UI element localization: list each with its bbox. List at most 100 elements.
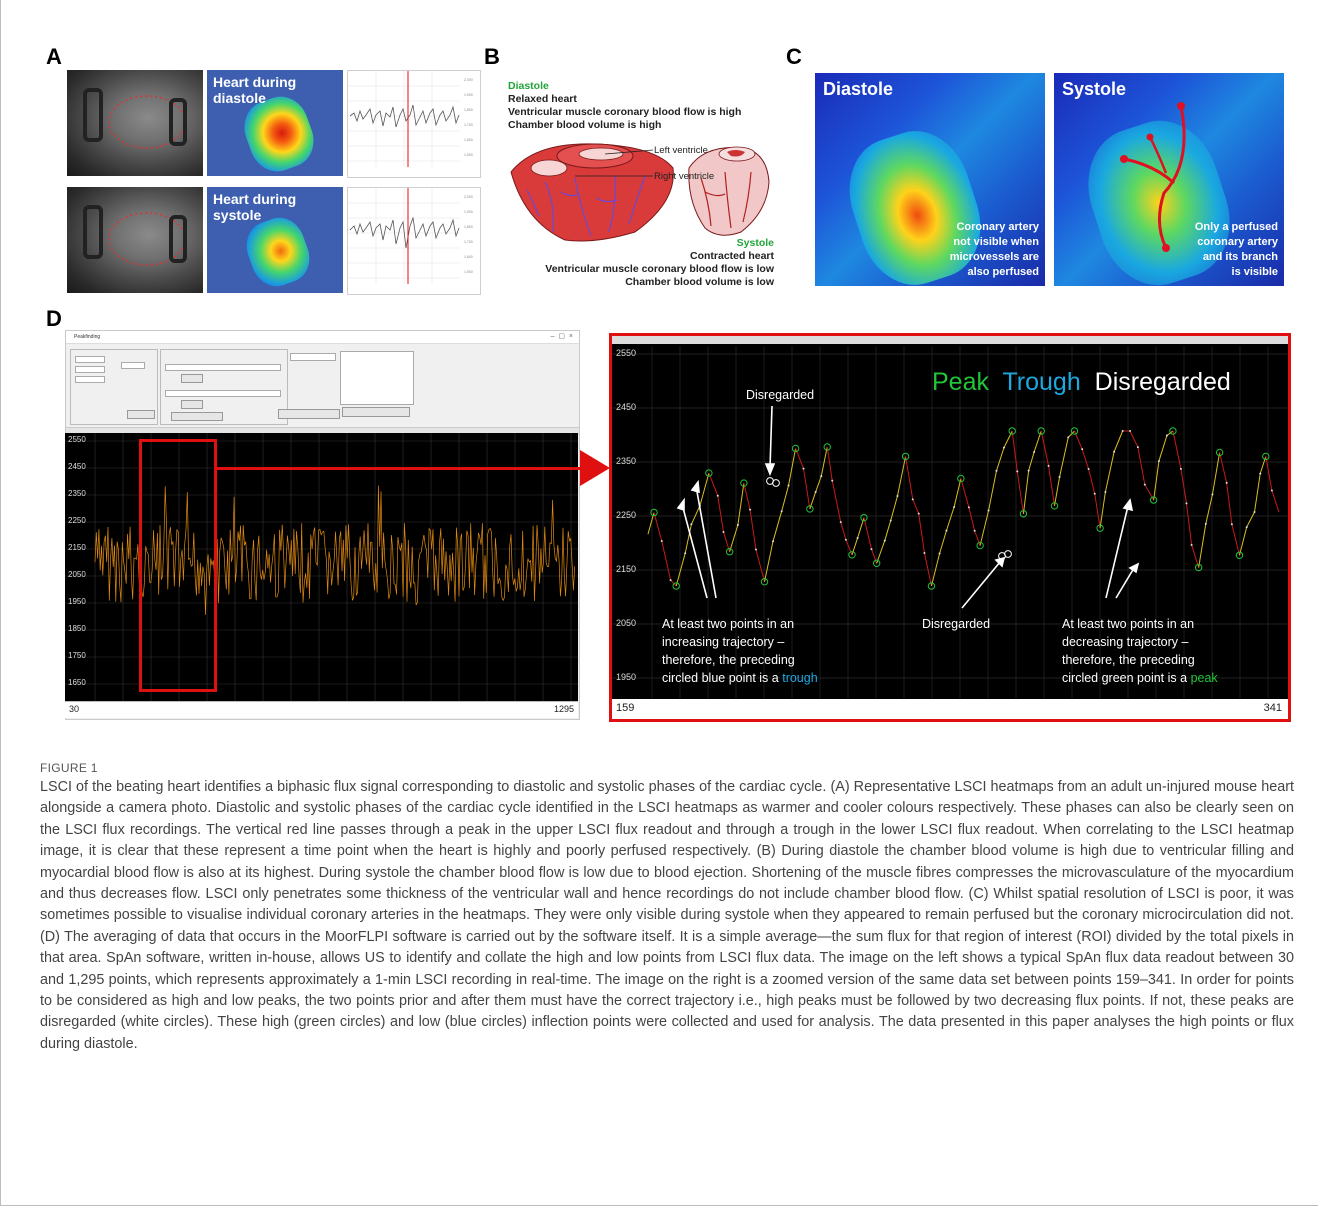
overview-x-end: 1295 [553, 704, 574, 714]
right-ventricle-label: Right ventricle [654, 171, 715, 182]
find-button[interactable] [181, 374, 203, 383]
copy-data-button[interactable] [342, 407, 410, 417]
display-settings-group [70, 349, 158, 425]
svg-text:1,900: 1,900 [464, 93, 473, 97]
camera-photo-systole [67, 187, 203, 293]
flux-readout-diastole: 2,000 1,900 1,800 1,700 1,600 1,500 [347, 70, 481, 178]
copy-graph-button[interactable] [278, 409, 340, 419]
find-video-button[interactable] [181, 400, 203, 409]
zoom-x-start: 159 [616, 702, 635, 714]
overview-footer: 30 1295 [65, 701, 578, 718]
zoom-y-tick: 2350 [616, 456, 637, 466]
show-select[interactable] [290, 353, 336, 361]
zoom-y-tick: 1950 [616, 672, 637, 682]
svg-text:1,700: 1,700 [464, 123, 473, 127]
svg-text:1,900: 1,900 [464, 210, 473, 214]
diastole-title: Diastole [508, 80, 549, 92]
zoom-arrow-icon [580, 450, 610, 486]
svg-text:1,700: 1,700 [464, 240, 473, 244]
heatmap-c-systole-note: Only a perfused coronary artery and its b… [1194, 221, 1278, 278]
zoom-y-tick: 2050 [616, 618, 637, 628]
heatmap-systole: Heart during systole [207, 187, 343, 293]
legend-disregarded: Disregarded [1094, 368, 1231, 396]
overview-y-tick: 2450 [68, 462, 86, 471]
legend-trough: Trough [1002, 368, 1081, 396]
overview-y-tick: 1950 [68, 597, 86, 606]
zoom-legend: Peak Trough Disregarded [932, 368, 1231, 397]
data-file-input[interactable] [165, 364, 281, 371]
overview-y-tick: 2250 [68, 516, 86, 525]
zoom-y-tick: 2550 [616, 348, 637, 358]
figure-label: FIGURE 1 [40, 761, 98, 775]
zoom-connector-line [217, 467, 580, 470]
systole-line-3: Chamber blood volume is low [625, 276, 774, 288]
diastole-line-2: Ventricular muscle coronary blood flow i… [508, 106, 742, 118]
data-group [160, 349, 288, 425]
systole-title: Systole [736, 237, 774, 249]
zoom-y-tick: 2450 [616, 402, 637, 412]
systole-line-2: Ventricular muscle coronary blood flow i… [545, 263, 774, 275]
setting-input[interactable] [75, 356, 105, 363]
flux-readout-systole: 2,000 1,900 1,800 1,700 1,600 1,500 [347, 187, 481, 295]
zoom-y-tick: 2250 [616, 510, 637, 520]
diastole-line-3: Chamber blood volume is high [508, 119, 662, 131]
update-button[interactable] [127, 410, 155, 419]
annotation-disregarded-1: Disregarded [746, 388, 815, 402]
subsample-button[interactable] [171, 412, 223, 421]
heart-diagram [510, 143, 770, 242]
zoom-y-tick: 2150 [616, 564, 637, 574]
setting-input[interactable] [75, 376, 105, 383]
zoom-scrollbar[interactable] [612, 336, 1288, 344]
overview-y-tick: 2150 [68, 543, 86, 552]
overview-y-tick: 1850 [68, 624, 86, 633]
legend-peak: Peak [932, 368, 989, 396]
diastole-line-1: Relaxed heart [508, 93, 577, 105]
systole-line-1: Contracted heart [689, 250, 774, 262]
panel-a-label: A [46, 44, 62, 69]
panel-b-label: B [484, 44, 500, 69]
setting-select[interactable] [121, 362, 145, 369]
overview-y-tick: 2350 [68, 489, 86, 498]
software-titlebar: Peakfinding – ▢ × [66, 331, 579, 344]
heatmap-diastole: Heart during diastole [207, 70, 343, 176]
zoom-footer: 159 341 [612, 699, 1288, 719]
svg-text:2,000: 2,000 [464, 78, 473, 82]
heatmap-systole-title: Heart during systole [213, 191, 297, 223]
heatmap-c-systole-title: Systole [1062, 79, 1127, 99]
overview-flux-chart: 2550 2450 2350 2250 2150 2050 1950 1850 … [65, 433, 578, 718]
heatmap-c-systole: Systole Only a perfused coronary artery a… [1054, 73, 1284, 286]
overview-y-tick: 1650 [68, 678, 86, 687]
zoom-selection-box [139, 439, 217, 692]
overview-y-tick: 1750 [68, 651, 86, 660]
svg-text:1,600: 1,600 [464, 255, 473, 259]
overview-x-start: 30 [69, 704, 80, 714]
software-title: Peakfinding [74, 334, 101, 340]
svg-text:1,800: 1,800 [464, 108, 473, 112]
zoomed-flux-chart: 2550 2450 2350 2250 2150 2050 1950 1850 … [609, 333, 1291, 722]
camera-photo-diastole [67, 70, 203, 176]
panel-d-label: D [46, 306, 62, 331]
peaks-list[interactable] [340, 351, 414, 405]
svg-text:1,500: 1,500 [464, 153, 473, 157]
heatmap-c-diastole-title: Diastole [823, 79, 894, 99]
left-ventricle-label: Left ventricle [654, 145, 708, 156]
video-file-input[interactable] [165, 390, 281, 397]
heatmap-c-diastole-note: Coronary artery not visible when microves… [949, 221, 1039, 278]
heatmap-diastole-title: Heart during diastole [213, 74, 297, 106]
heatmap-c-diastole: Diastole Coronary artery not visible when… [815, 73, 1045, 286]
window-controls-icon[interactable]: – ▢ × [550, 333, 573, 340]
annotation-increasing: At least two points in an increasing tra… [662, 617, 818, 685]
annotation-disregarded-2: Disregarded [922, 617, 991, 631]
setting-input[interactable] [75, 366, 105, 373]
panel-c-label: C [786, 44, 802, 69]
zoom-x-end: 341 [1263, 702, 1282, 714]
zoom-chart-svg [612, 346, 1288, 698]
svg-text:1,600: 1,600 [464, 138, 473, 142]
figure-caption: LSCI of the beating heart identifies a b… [40, 779, 1294, 1052]
svg-text:2,000: 2,000 [464, 195, 473, 199]
svg-text:1,800: 1,800 [464, 225, 473, 229]
overview-y-tick: 2050 [68, 570, 86, 579]
annotation-decreasing: At least two points in an decreasing tra… [1062, 617, 1218, 685]
svg-text:1,500: 1,500 [464, 270, 473, 274]
